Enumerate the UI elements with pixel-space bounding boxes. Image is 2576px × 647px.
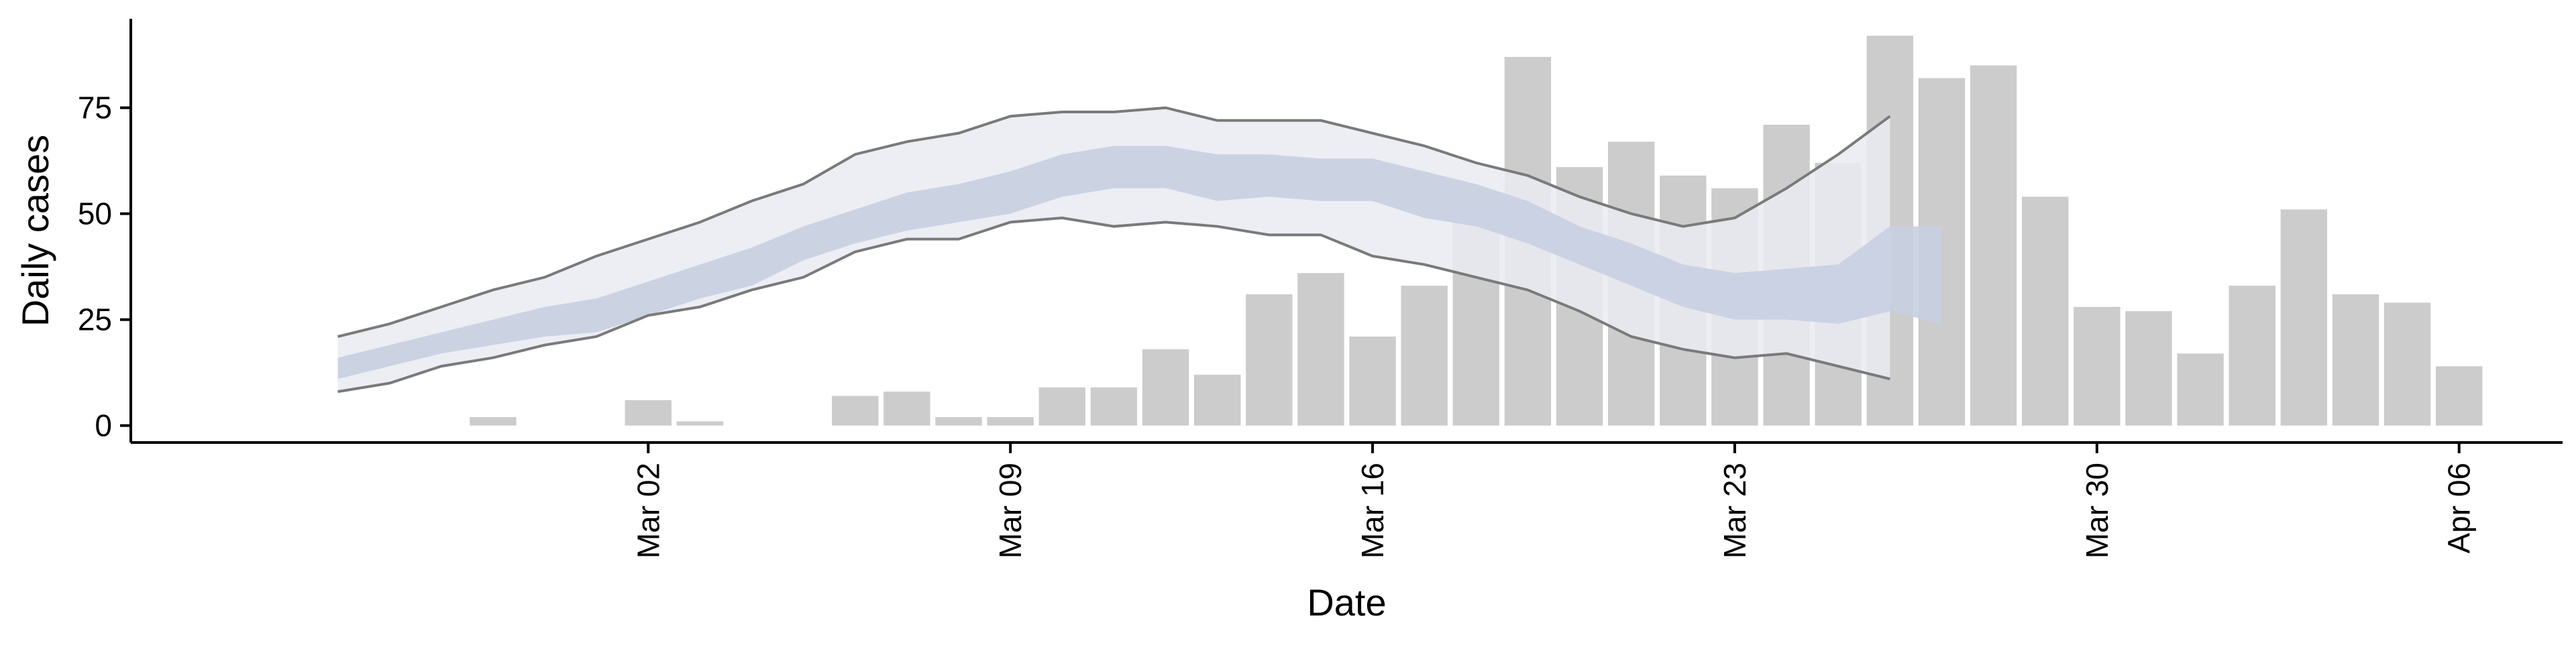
bar: [1142, 349, 1189, 426]
bar: [1090, 387, 1138, 426]
axes: [129, 19, 2563, 444]
x-ticks: Mar 02 Mar 09 Mar 16 Mar 23 Mar 30 Apr 06: [631, 443, 2477, 558]
bar: [2229, 286, 2275, 426]
y-tick-label: 0: [95, 408, 112, 443]
bar: [470, 417, 517, 426]
x-tick-label: Mar 23: [1717, 463, 1752, 558]
ribbon-upper-line: [337, 106, 1891, 338]
x-tick-label: Mar 09: [993, 463, 1028, 558]
x-tick-label: Apr 06: [2442, 463, 2477, 554]
bar: [1246, 294, 1293, 426]
ribbon-outer-band: [337, 107, 1890, 392]
bar: [2074, 306, 2121, 426]
y-axis-title: Daily cases: [14, 135, 56, 327]
bar: [883, 392, 930, 426]
bar: [676, 421, 724, 426]
x-axis-title: Date: [1307, 581, 1386, 624]
bar: [1970, 65, 2017, 426]
bar: [2436, 366, 2483, 426]
y-tick-label: 75: [78, 91, 112, 125]
x-tick-label: Mar 02: [631, 463, 665, 558]
bar: [2383, 302, 2431, 426]
y-tick-label: 50: [78, 196, 112, 231]
bar: [1349, 337, 1396, 426]
bar: [1193, 374, 1241, 426]
ribbon-lower-line: [337, 217, 1890, 394]
bar: [2332, 294, 2379, 426]
bar: [2125, 311, 2172, 426]
bar: [1401, 286, 1448, 426]
ribbon-inner-band: [337, 145, 1942, 379]
bar: [2177, 353, 2224, 426]
bar: [832, 396, 879, 426]
bar: [987, 417, 1034, 426]
x-tick-label: Mar 30: [2080, 463, 2114, 558]
bar: [2022, 196, 2069, 426]
y-tick-label: 25: [78, 302, 112, 337]
x-tick-label: Mar 16: [1355, 463, 1390, 558]
bar: [625, 400, 672, 426]
bar: [2280, 209, 2328, 426]
ribbon-series: [337, 106, 1942, 394]
bar: [1038, 387, 1086, 426]
y-ticks: 0 25 50 75: [78, 91, 131, 443]
bar: [1297, 273, 1344, 426]
bar: [935, 417, 982, 426]
